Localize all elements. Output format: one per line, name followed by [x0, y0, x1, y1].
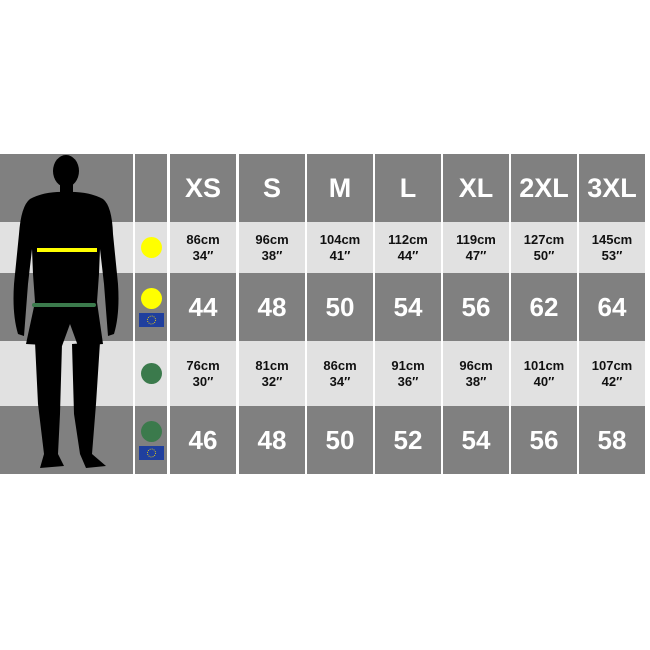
waist-cm: 86cm	[323, 357, 357, 373]
chest-cm: 145cm	[591, 231, 633, 247]
chest-eu-size: 44	[170, 273, 236, 341]
chest-cm: 96cm	[255, 231, 289, 247]
chest-eu-size: 50	[307, 273, 373, 341]
size-header: 3XL	[579, 154, 645, 222]
chest-line	[37, 248, 97, 252]
waist-marker-icon	[140, 420, 162, 442]
body-silhouette-icon	[13, 155, 119, 468]
waist-marker-icon	[140, 363, 162, 384]
waist-cm: 101cm	[523, 357, 565, 373]
waist-line	[32, 303, 96, 307]
waist-in: 36″	[397, 373, 419, 389]
size-column-xl: XL 119cm 47″ 56 96cm 38″ 54	[443, 154, 509, 474]
waist-in: 38″	[465, 373, 487, 389]
chest-measurement: 145cm 53″	[579, 222, 645, 273]
chest-eu-size: 56	[443, 273, 509, 341]
waist-eu-size: 52	[375, 406, 441, 474]
waist-cm: 96cm	[459, 357, 493, 373]
size-column-xs: XS 86cm 34″ 44 76cm 30″ 46	[170, 154, 236, 474]
chest-cm: 86cm	[186, 231, 220, 247]
size-header: M	[307, 154, 373, 222]
size-header: XL	[443, 154, 509, 222]
waist-in: 34″	[329, 373, 351, 389]
chest-cm: 104cm	[319, 231, 361, 247]
waist-eu-size: 56	[511, 406, 577, 474]
waist-measurement: 91cm 36″	[375, 341, 441, 406]
waist-cm: 107cm	[591, 357, 633, 373]
size-column-l: L 112cm 44″ 54 91cm 36″ 52	[375, 154, 441, 474]
chest-measurement: 96cm 38″	[239, 222, 305, 273]
waist-measurement: 76cm 30″	[170, 341, 236, 406]
chest-measurement: 127cm 50″	[511, 222, 577, 273]
icon-column	[135, 154, 167, 474]
waist-cm: 91cm	[391, 357, 425, 373]
chest-marker-icon	[140, 287, 162, 309]
waist-eu-size: 58	[579, 406, 645, 474]
chest-measurement: 86cm 34″	[170, 222, 236, 273]
eu-flag-icon	[138, 312, 164, 327]
size-header: L	[375, 154, 441, 222]
waist-measurement: 107cm 42″	[579, 341, 645, 406]
waist-in: 32″	[261, 373, 283, 389]
chest-measurement: 119cm 47″	[443, 222, 509, 273]
chest-in: 41″	[329, 247, 351, 263]
chest-in: 34″	[192, 247, 214, 263]
size-column-2xl: 2XL 127cm 50″ 62 101cm 40″ 56	[511, 154, 577, 474]
waist-in: 30″	[192, 373, 214, 389]
chest-cm: 127cm	[523, 231, 565, 247]
size-chart: XS 86cm 34″ 44 76cm 30″ 46 S 96cm 38″ 48 …	[0, 154, 646, 474]
body-figure-column	[0, 154, 133, 474]
stripe	[0, 341, 133, 406]
chest-in: 50″	[533, 247, 555, 263]
waist-cm: 76cm	[186, 357, 220, 373]
waist-in: 40″	[533, 373, 555, 389]
chest-marker-icon	[140, 237, 162, 258]
size-column-s: S 96cm 38″ 48 81cm 32″ 48	[239, 154, 305, 474]
chest-cm: 112cm	[388, 231, 428, 247]
chest-in: 53″	[601, 247, 623, 263]
size-header: S	[239, 154, 305, 222]
chest-eu-size: 62	[511, 273, 577, 341]
size-column-3xl: 3XL 145cm 53″ 64 107cm 42″ 58	[579, 154, 645, 474]
waist-measurement: 101cm 40″	[511, 341, 577, 406]
waist-measurement: 86cm 34″	[307, 341, 373, 406]
size-header: XS	[170, 154, 236, 222]
chest-in: 38″	[261, 247, 283, 263]
waist-measurement: 96cm 38″	[443, 341, 509, 406]
waist-eu-size: 54	[443, 406, 509, 474]
chest-measurement: 112cm 44″	[375, 222, 441, 273]
size-header: 2XL	[511, 154, 577, 222]
waist-eu-size: 46	[170, 406, 236, 474]
eu-flag-icon	[138, 445, 164, 460]
chest-eu-size: 64	[579, 273, 645, 341]
chest-measurement: 104cm 41″	[307, 222, 373, 273]
waist-eu-size: 50	[307, 406, 373, 474]
chest-in: 44″	[397, 247, 419, 263]
chest-eu-size: 48	[239, 273, 305, 341]
size-column-m: M 104cm 41″ 50 86cm 34″ 50	[307, 154, 373, 474]
waist-in: 42″	[601, 373, 623, 389]
waist-measurement: 81cm 32″	[239, 341, 305, 406]
chest-eu-size: 54	[375, 273, 441, 341]
chest-in: 47″	[465, 247, 487, 263]
stripe	[0, 406, 133, 474]
waist-cm: 81cm	[255, 357, 289, 373]
waist-eu-size: 48	[239, 406, 305, 474]
chest-cm: 119cm	[456, 231, 496, 247]
